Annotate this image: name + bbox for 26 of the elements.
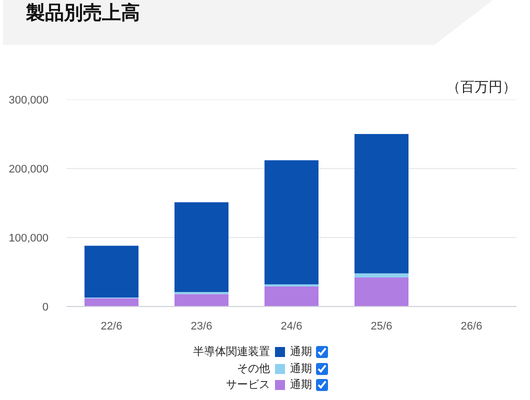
legend-label: その他 — [236, 362, 271, 377]
bar — [354, 134, 408, 274]
bar — [174, 202, 228, 292]
x-tick-label: 22/6 — [100, 320, 122, 332]
y-tick-label: 0 — [42, 302, 49, 314]
y-tick-label: 100,000 — [8, 232, 49, 244]
legend-label: サービス — [225, 378, 271, 394]
chart-title: 製品別売上高 — [26, 2, 140, 26]
bar — [264, 286, 318, 306]
text: 通期 — [290, 378, 313, 394]
x-tick-label: 23/6 — [190, 320, 212, 332]
y-axis-title: （百万円） — [446, 78, 516, 94]
text: 通期 — [290, 362, 313, 377]
y-tick-label: 200,000 — [8, 164, 49, 176]
bar — [354, 273, 408, 278]
bar — [84, 298, 138, 306]
y-tick-label: 300,000 — [8, 94, 49, 106]
bar — [264, 160, 318, 284]
x-tick-label: 26/6 — [460, 320, 482, 332]
legend-label: 半導体関連装置 — [192, 345, 271, 360]
bar — [84, 246, 138, 298]
x-tick-label: 25/6 — [370, 320, 392, 332]
x-tick-label: 24/6 — [280, 320, 302, 332]
bar — [174, 294, 228, 306]
text: 通期 — [290, 345, 313, 360]
bar — [354, 278, 408, 306]
